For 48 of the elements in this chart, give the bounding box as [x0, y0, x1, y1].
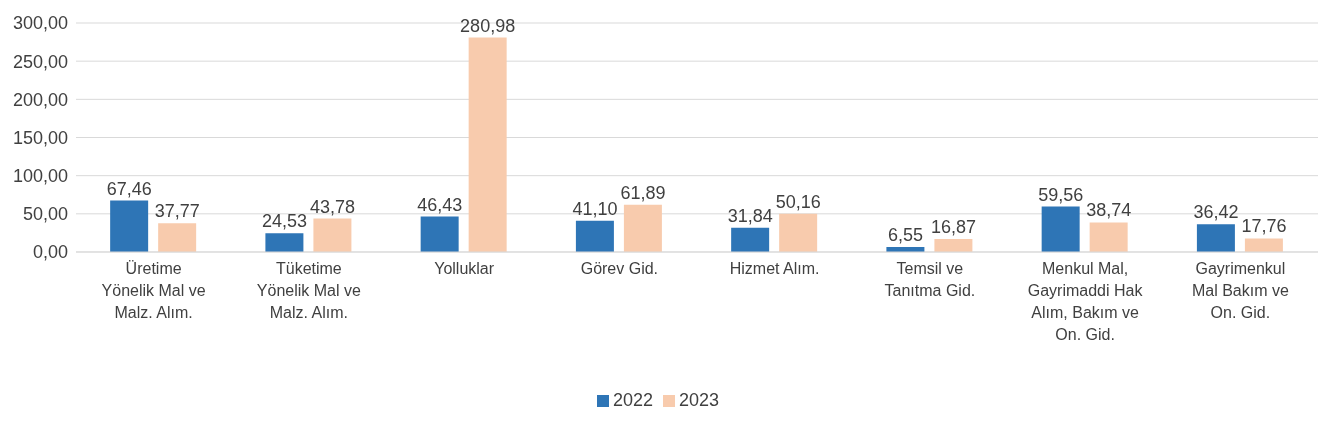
data-label: 59,56 [1038, 184, 1084, 205]
data-label: 50,16 [775, 191, 821, 212]
x-tick-label: Tüketime Yönelik Mal ve Malz. Alım. [256, 260, 361, 321]
data-label: 43,78 [309, 196, 355, 217]
bar [1041, 206, 1080, 252]
bar [1089, 222, 1128, 252]
bar [468, 37, 507, 252]
data-label: 17,76 [1241, 216, 1287, 237]
y-tick-label: 50,00 [22, 204, 68, 225]
x-tick-label: Menkul Mal, Gayrimaddi Hak Alım, Bakım ve On. Gid. [1027, 260, 1144, 343]
data-label: 16,87 [930, 217, 976, 238]
bar [158, 223, 197, 252]
data-label: 46,43 [417, 194, 463, 215]
bar [420, 216, 459, 252]
data-label: 31,84 [727, 205, 773, 226]
bar [779, 213, 818, 252]
x-tick-label: Gayrimenkul Mal Bakım ve On. Gid. [1191, 260, 1289, 321]
y-tick-label: 250,00 [12, 51, 68, 72]
bar [1196, 224, 1235, 252]
y-tick-label: 200,00 [12, 89, 68, 110]
bar [1244, 238, 1283, 252]
data-label: 41,10 [572, 198, 618, 219]
data-label: 61,89 [620, 182, 666, 203]
bar [934, 239, 973, 252]
data-label: 37,77 [154, 201, 200, 222]
data-label: 24,53 [261, 211, 307, 232]
bar [110, 200, 149, 252]
bar [623, 204, 662, 252]
y-tick-label: 100,00 [12, 166, 68, 187]
x-tick-label: Görev Gid. [580, 260, 659, 277]
y-tick-label: 150,00 [12, 127, 68, 148]
x-tick-label: Yolluklar [434, 260, 495, 277]
bar [313, 218, 352, 252]
data-label: 280,98 [460, 15, 516, 36]
x-tick-label: Temsil ve Tanıtma Gid. [884, 260, 976, 299]
bar [731, 227, 770, 252]
data-label: 67,46 [106, 178, 152, 199]
x-tick-label: Üretime Yönelik Mal ve Malz. Alım. [101, 260, 206, 321]
data-label: 36,42 [1193, 202, 1239, 223]
y-tick-label: 0,00 [32, 242, 68, 263]
y-tick-label: 300,00 [12, 13, 68, 34]
x-tick-label: Hizmet Alım. [729, 260, 820, 277]
data-label: 6,55 [887, 225, 923, 245]
legend-label: 2022 [612, 390, 653, 410]
legend-label: 2023 [679, 390, 720, 410]
data-label: 38,74 [1086, 200, 1132, 221]
bar [575, 220, 614, 252]
bar [265, 233, 304, 252]
